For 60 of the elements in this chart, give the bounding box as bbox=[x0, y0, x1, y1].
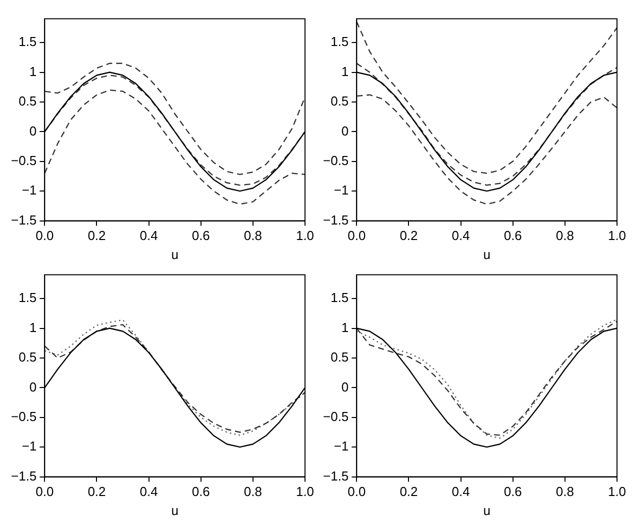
y-tick-label: −1.5 bbox=[322, 212, 349, 228]
x-tick-label: 1.0 bbox=[296, 484, 314, 500]
x-tick-label: 0.8 bbox=[244, 484, 262, 500]
y-tick-label: 1.5 bbox=[18, 290, 37, 306]
x-tick-label: 0.8 bbox=[556, 228, 574, 244]
x-tick-label: 0.0 bbox=[36, 228, 54, 244]
x-tick-label: 0.4 bbox=[140, 228, 158, 244]
x-axis-title: u bbox=[483, 502, 490, 518]
x-tick-label: 0.0 bbox=[348, 228, 366, 244]
y-tick-label: 0 bbox=[341, 379, 349, 394]
x-tick-label: 1.0 bbox=[296, 228, 314, 244]
y-tick-label: 1.5 bbox=[330, 290, 349, 306]
y-tick-label: 0.5 bbox=[330, 350, 349, 365]
x-tick-label: 0.8 bbox=[244, 228, 262, 244]
x-tick-label: 0.6 bbox=[504, 484, 522, 500]
x-tick-label: 0.6 bbox=[192, 484, 210, 500]
x-tick-label: 0.2 bbox=[88, 228, 106, 244]
x-tick-label: 0.4 bbox=[452, 228, 470, 244]
y-tick-label: −1 bbox=[22, 438, 37, 454]
y-tick-label: −1.5 bbox=[10, 212, 37, 228]
y-tick-label: −1.5 bbox=[322, 468, 349, 484]
x-tick-label: 0.0 bbox=[348, 484, 366, 500]
y-tick-label: 0.5 bbox=[18, 350, 37, 365]
x-tick-label: 1.0 bbox=[608, 484, 626, 500]
x-axis-title: u bbox=[171, 502, 178, 518]
x-tick-label: 0.2 bbox=[400, 228, 418, 244]
x-tick-label: 1.0 bbox=[608, 228, 626, 244]
x-tick-label: 0.4 bbox=[452, 484, 470, 500]
y-tick-label: 1 bbox=[29, 320, 37, 335]
line-series bbox=[356, 21, 617, 174]
y-tick-label: 0 bbox=[29, 379, 37, 394]
y-tick-label: −0.5 bbox=[322, 408, 349, 424]
y-tick-label: −1 bbox=[22, 182, 37, 198]
x-tick-label: 0.6 bbox=[192, 228, 210, 244]
y-tick-label: 0.5 bbox=[18, 94, 37, 109]
y-tick-label: 1 bbox=[341, 320, 349, 335]
x-tick-label: 0.8 bbox=[556, 484, 574, 500]
y-tick-label: −1 bbox=[334, 438, 349, 454]
x-tick-label: 0.4 bbox=[140, 484, 158, 500]
x-axis-title: u bbox=[483, 246, 490, 262]
line-series bbox=[356, 94, 617, 205]
x-tick-label: 0.0 bbox=[36, 484, 54, 500]
y-tick-label: 1 bbox=[29, 64, 37, 79]
y-tick-label: −0.5 bbox=[10, 408, 37, 424]
x-tick-label: 0.2 bbox=[88, 484, 106, 500]
y-tick-label: −1 bbox=[334, 182, 349, 198]
y-tick-label: 1 bbox=[341, 64, 349, 79]
y-tick-label: −0.5 bbox=[10, 152, 37, 168]
y-tick-label: 1.5 bbox=[330, 34, 349, 50]
y-tick-label: 0 bbox=[29, 123, 37, 138]
x-tick-label: 0.6 bbox=[504, 228, 522, 244]
y-tick-label: −1.5 bbox=[10, 468, 37, 484]
y-tick-label: 1.5 bbox=[18, 34, 37, 50]
x-tick-label: 0.2 bbox=[400, 484, 418, 500]
line-series bbox=[44, 89, 305, 205]
x-axis-title: u bbox=[171, 246, 178, 262]
line-series bbox=[44, 62, 305, 176]
y-tick-label: 0.5 bbox=[330, 94, 349, 109]
y-tick-label: 0 bbox=[341, 123, 349, 138]
y-tick-label: −0.5 bbox=[322, 152, 349, 168]
